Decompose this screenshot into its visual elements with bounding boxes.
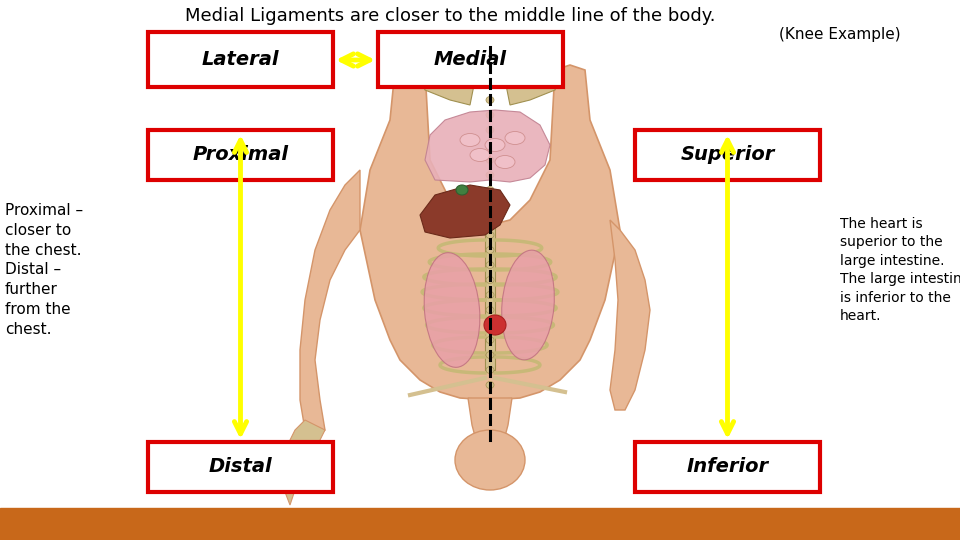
Text: Lateral: Lateral: [202, 50, 279, 69]
Ellipse shape: [486, 186, 494, 193]
Text: Medial Ligaments are closer to the middle line of the body.: Medial Ligaments are closer to the middl…: [184, 7, 715, 25]
Bar: [148, 442, 333, 492]
Ellipse shape: [486, 307, 494, 314]
Ellipse shape: [486, 126, 494, 133]
Text: Inferior: Inferior: [686, 457, 769, 476]
Polygon shape: [505, 68, 560, 105]
Bar: [148, 130, 333, 180]
Ellipse shape: [486, 111, 494, 118]
Text: Proximal –
closer to
the chest.
Distal –
further
from the
chest.: Proximal – closer to the chest. Distal –…: [5, 203, 84, 337]
Ellipse shape: [486, 141, 494, 149]
Ellipse shape: [486, 201, 494, 208]
Ellipse shape: [505, 132, 525, 145]
Ellipse shape: [486, 217, 494, 224]
Polygon shape: [610, 220, 650, 410]
Text: Superior: Superior: [681, 145, 775, 165]
Ellipse shape: [486, 292, 494, 299]
Ellipse shape: [486, 321, 494, 328]
Ellipse shape: [486, 246, 494, 253]
Ellipse shape: [424, 253, 480, 367]
Bar: [148, 32, 333, 87]
Ellipse shape: [486, 336, 494, 343]
Text: Distal: Distal: [208, 457, 273, 476]
Ellipse shape: [502, 250, 554, 360]
Ellipse shape: [486, 232, 494, 239]
Ellipse shape: [486, 276, 494, 284]
Polygon shape: [360, 65, 620, 400]
Text: Medial: Medial: [434, 50, 507, 69]
Polygon shape: [420, 68, 475, 105]
Ellipse shape: [486, 367, 494, 374]
Text: The heart is
superior to the
large intestine.
The large intestine
is inferior to: The heart is superior to the large intes…: [840, 217, 960, 323]
Text: (Knee Example): (Knee Example): [780, 26, 900, 42]
Polygon shape: [420, 185, 510, 238]
Polygon shape: [425, 110, 550, 182]
Ellipse shape: [484, 315, 506, 335]
Bar: [485, 225, 495, 370]
Polygon shape: [282, 420, 325, 505]
Ellipse shape: [486, 381, 494, 388]
Polygon shape: [300, 170, 360, 440]
Ellipse shape: [486, 352, 494, 359]
Polygon shape: [468, 398, 512, 440]
Ellipse shape: [486, 97, 494, 104]
Ellipse shape: [486, 157, 494, 164]
Bar: [378, 32, 563, 87]
Bar: [635, 442, 820, 492]
Ellipse shape: [455, 430, 525, 490]
Ellipse shape: [486, 261, 494, 268]
Ellipse shape: [485, 138, 505, 152]
Ellipse shape: [456, 185, 468, 195]
Ellipse shape: [486, 172, 494, 179]
Ellipse shape: [470, 148, 490, 161]
Ellipse shape: [460, 133, 480, 146]
Bar: [0, 508, 960, 540]
Text: Proximal: Proximal: [193, 145, 289, 165]
Ellipse shape: [495, 156, 515, 168]
Bar: [635, 130, 820, 180]
